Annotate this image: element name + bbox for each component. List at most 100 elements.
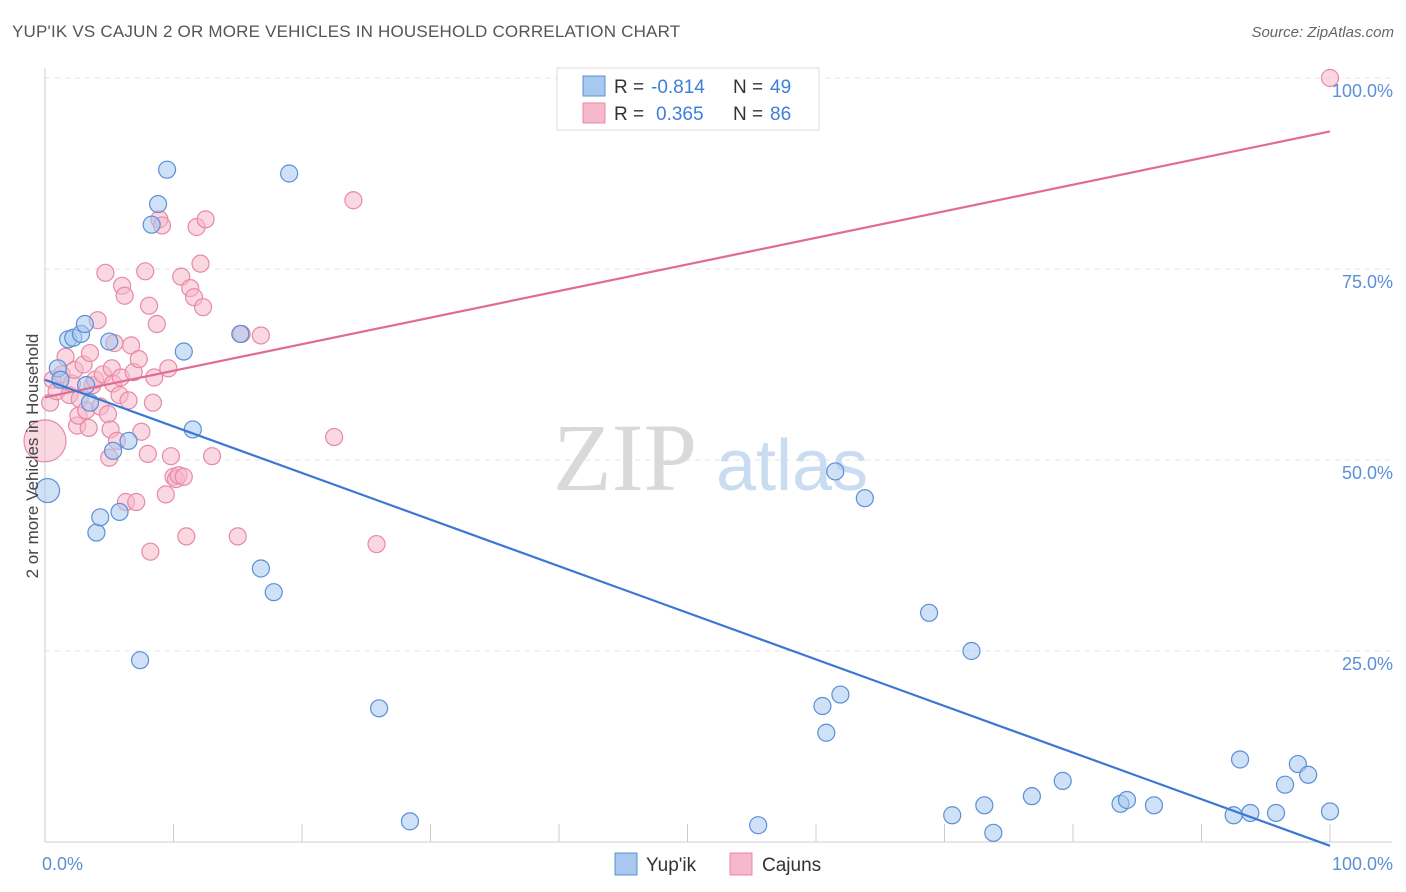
cajun-point-0 bbox=[23, 419, 67, 463]
cajun-point-34 bbox=[119, 391, 138, 410]
yupik-point-35 bbox=[962, 641, 981, 661]
yupik-trend-line bbox=[44, 378, 1331, 847]
y-tick-label-100: 100.0% bbox=[1332, 81, 1393, 101]
watermark-atlas: atlas bbox=[716, 426, 868, 506]
legend-yupik-r-label: R = bbox=[614, 77, 644, 98]
bottom-legend-yupik-label: Yup'ik bbox=[646, 855, 697, 876]
yupik-point-49 bbox=[1299, 765, 1318, 784]
yupik-point-46 bbox=[1266, 803, 1286, 823]
watermark-zip: ZIP bbox=[553, 404, 697, 511]
cajun-point-39 bbox=[132, 422, 151, 441]
yupik-point-23 bbox=[264, 583, 283, 602]
cajun-point-62 bbox=[193, 298, 213, 317]
legend-cajun-r-label: R = bbox=[614, 104, 644, 125]
yupik-points bbox=[34, 160, 1340, 842]
legend-yupik-r-value: -0.814 bbox=[651, 77, 705, 98]
cajun-point-43 bbox=[141, 542, 160, 561]
cajun-point-64 bbox=[202, 447, 222, 466]
cajun-point-41 bbox=[138, 444, 157, 463]
cajun-point-42 bbox=[139, 296, 159, 315]
legend-cajun-r-value: 0.365 bbox=[656, 104, 704, 125]
yupik-point-41 bbox=[1117, 790, 1137, 810]
cajun-point-57 bbox=[177, 527, 196, 546]
cajun-point-71 bbox=[1320, 68, 1340, 88]
yupik-point-44 bbox=[1230, 750, 1250, 769]
cajun-points bbox=[23, 68, 1340, 561]
yupik-point-21 bbox=[231, 324, 250, 344]
cajun-point-63 bbox=[196, 210, 215, 229]
trend-lines bbox=[44, 130, 1331, 847]
x-tick-label-min: 0.0% bbox=[42, 854, 83, 874]
y-axis-label: 2 or more Vehicles in Household bbox=[23, 334, 42, 579]
cajun-point-67 bbox=[251, 326, 270, 345]
legend-cajun-swatch bbox=[582, 102, 606, 124]
cajun-point-56 bbox=[174, 467, 193, 486]
yupik-point-42 bbox=[1144, 796, 1164, 815]
yupik-point-9 bbox=[87, 523, 106, 542]
yupik-point-27 bbox=[749, 816, 768, 835]
legend-yupik-n-value: 49 bbox=[770, 77, 791, 98]
legend-box: R = -0.814 N = 49 R = 0.365 N = 86 bbox=[556, 67, 820, 131]
cajun-point-49 bbox=[156, 485, 175, 504]
yupik-point-29 bbox=[817, 723, 836, 742]
yupik-point-32 bbox=[855, 489, 874, 508]
yupik-point-12 bbox=[100, 332, 119, 351]
cajun-point-44 bbox=[143, 393, 163, 412]
cajun-point-32 bbox=[115, 286, 134, 305]
yupik-point-14 bbox=[119, 431, 138, 450]
legend-cajun-n-value: 86 bbox=[770, 104, 791, 125]
yupik-point-47 bbox=[1275, 775, 1295, 794]
yupik-point-13 bbox=[110, 502, 129, 522]
cajun-point-22 bbox=[98, 405, 118, 424]
yupik-point-30 bbox=[826, 462, 845, 481]
yupik-point-37 bbox=[984, 823, 1003, 842]
grid bbox=[45, 77, 1392, 652]
cajun-point-65 bbox=[228, 527, 247, 546]
y-tick-label-75: 75.0% bbox=[1342, 272, 1393, 292]
yupik-point-50 bbox=[1320, 802, 1340, 821]
yupik-point-28 bbox=[813, 696, 832, 716]
chart-title: YUP'IK VS CAJUN 2 OR MORE VEHICLES IN HO… bbox=[12, 22, 681, 41]
yupik-point-15 bbox=[130, 651, 150, 670]
cajun-point-70 bbox=[367, 534, 386, 554]
yupik-point-22 bbox=[251, 559, 270, 578]
legend-cajun-n-label: N = bbox=[733, 104, 763, 125]
yupik-point-26 bbox=[400, 812, 420, 831]
legend-yupik-swatch bbox=[582, 75, 606, 97]
yupik-point-16 bbox=[142, 215, 161, 234]
yupik-point-17 bbox=[148, 194, 168, 214]
cajun-point-61 bbox=[191, 254, 210, 273]
yupik-point-10 bbox=[91, 508, 110, 527]
yupik-point-36 bbox=[975, 796, 994, 815]
cajun-point-68 bbox=[325, 427, 344, 447]
bottom-legend-yupik-swatch bbox=[614, 852, 638, 876]
yupik-point-31 bbox=[831, 685, 850, 704]
yupik-point-24 bbox=[280, 164, 299, 183]
yupik-point-6 bbox=[75, 314, 94, 334]
yupik-point-18 bbox=[157, 160, 177, 179]
bottom-legend-cajun-swatch bbox=[729, 852, 753, 876]
tick-labels: 25.0% 50.0% 75.0% 100.0% 0.0% 100.0% bbox=[42, 81, 1393, 874]
cajun-point-21 bbox=[96, 263, 115, 282]
yupik-point-0 bbox=[34, 477, 61, 504]
cajun-point-14 bbox=[79, 418, 98, 438]
cajun-point-38 bbox=[129, 350, 148, 369]
yupik-point-11 bbox=[104, 441, 123, 460]
cajun-point-37 bbox=[127, 492, 146, 512]
y-tick-label-25: 25.0% bbox=[1342, 654, 1393, 674]
cajun-point-40 bbox=[136, 262, 155, 281]
yupik-point-19 bbox=[174, 342, 193, 361]
source-label: Source: ZipAtlas.com bbox=[1251, 24, 1394, 41]
yupik-point-38 bbox=[1022, 787, 1041, 806]
yupik-point-33 bbox=[919, 603, 939, 622]
yupik-point-34 bbox=[943, 806, 962, 825]
cajun-point-51 bbox=[161, 447, 181, 466]
cajun-point-50 bbox=[159, 359, 178, 378]
cajun-point-46 bbox=[147, 314, 166, 334]
cajun-point-69 bbox=[344, 191, 363, 210]
cajun-point-35 bbox=[121, 336, 141, 355]
cajun-point-15 bbox=[80, 343, 100, 363]
bottom-legend: Yup'ik Cajuns bbox=[614, 852, 821, 876]
cajun-trend-line bbox=[44, 130, 1331, 399]
